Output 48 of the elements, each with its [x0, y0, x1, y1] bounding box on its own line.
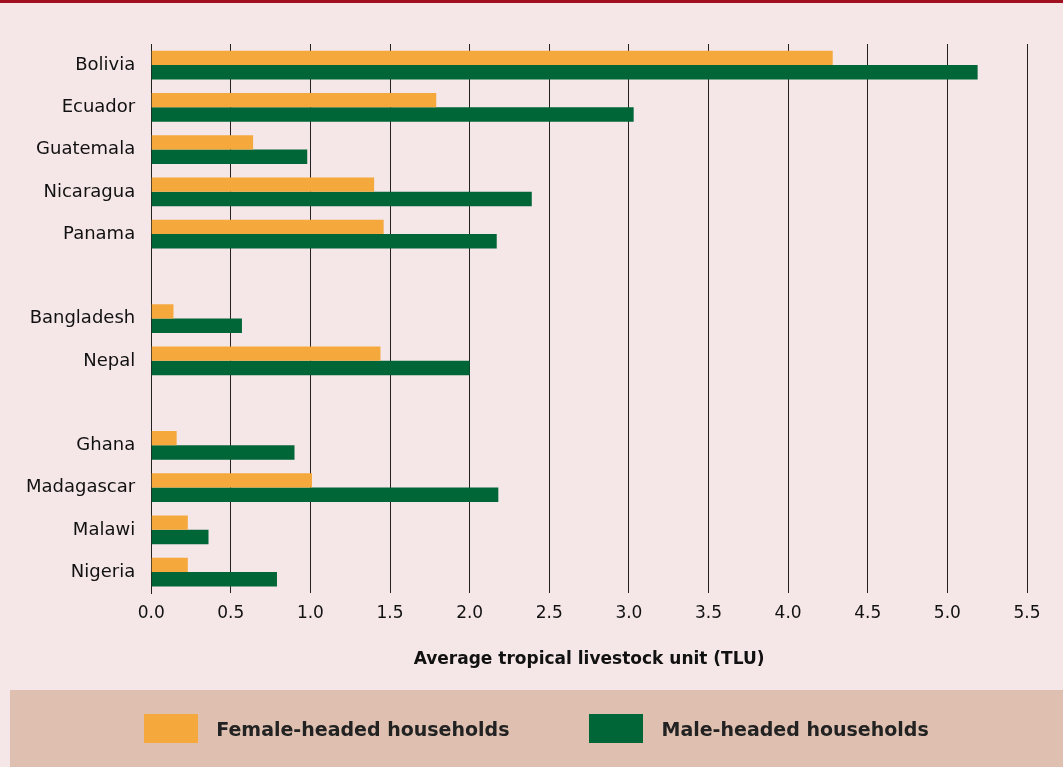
bar — [151, 430, 177, 446]
bar — [151, 360, 470, 376]
bar — [151, 557, 188, 573]
x-tick-label: 3.0 — [615, 601, 643, 622]
y-tick-label: Nepal — [83, 348, 136, 370]
x-tick-label: 0.5 — [217, 601, 245, 622]
bar — [151, 515, 188, 530]
y-tick-label: Nigeria — [70, 559, 136, 581]
y-tick-label: Ecuador — [61, 95, 136, 117]
y-tick-label: Bangladesh — [29, 306, 136, 328]
x-axis-title: Average tropical livestock unit (TLU) — [413, 648, 765, 669]
bar — [151, 93, 437, 108]
bar — [151, 487, 499, 502]
x-tick-label: 4.0 — [774, 601, 802, 622]
legend-label: Female-headed households — [216, 717, 510, 740]
x-tick-label: 4.5 — [854, 601, 882, 622]
bar — [151, 473, 313, 488]
y-tick-label: Malawi — [72, 517, 136, 539]
bar — [151, 107, 634, 122]
bar — [151, 177, 375, 192]
legend-label: Male-headed households — [661, 717, 929, 740]
bar — [151, 65, 978, 80]
bar — [151, 529, 209, 545]
x-tick-label: 1.5 — [376, 601, 404, 622]
bar — [151, 318, 242, 333]
bar — [151, 191, 532, 207]
x-tick-label: 2.0 — [456, 601, 484, 622]
bar — [151, 219, 384, 235]
x-tick-label: 2.5 — [535, 601, 563, 622]
bar — [151, 149, 308, 164]
bar — [151, 445, 295, 460]
y-tick-label: Bolivia — [75, 52, 136, 74]
bar — [151, 135, 254, 150]
x-tick-label: 3.5 — [695, 601, 723, 622]
y-tick-label: Madagascar — [25, 475, 136, 497]
x-tick-label: 5.0 — [933, 601, 961, 622]
x-tick-label: 5.5 — [1013, 601, 1041, 622]
bar — [151, 304, 174, 319]
x-tick-label: 0.0 — [137, 601, 165, 622]
bar — [151, 234, 497, 249]
y-tick-label: Guatemala — [36, 137, 136, 159]
y-tick-label: Panama — [63, 221, 136, 243]
bar — [151, 50, 833, 66]
y-tick-label: Ghana — [76, 433, 136, 455]
bar — [151, 572, 277, 587]
y-tick-label: Nicaragua — [43, 179, 136, 201]
x-tick-label: 1.0 — [296, 601, 324, 622]
bar — [151, 346, 381, 361]
